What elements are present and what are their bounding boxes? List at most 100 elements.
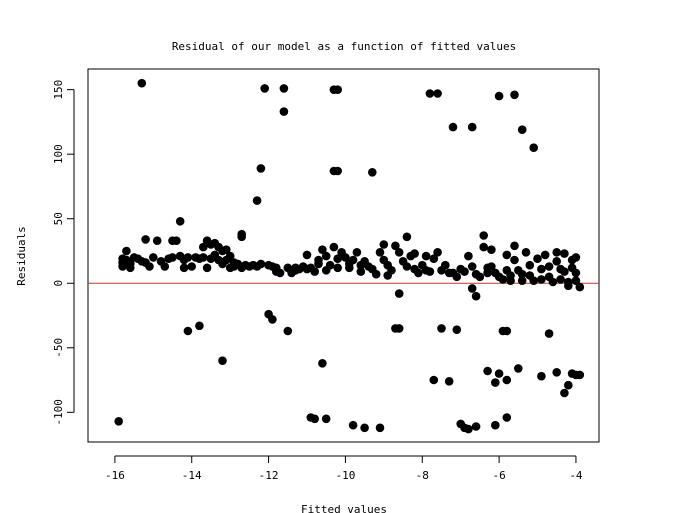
data-point [487, 245, 496, 254]
data-point [452, 325, 462, 335]
data-point [410, 249, 419, 258]
data-point [487, 262, 496, 271]
data-point [452, 272, 462, 282]
data-point [383, 271, 393, 280]
data-point [360, 423, 369, 433]
data-point [321, 414, 331, 424]
data-point [564, 380, 573, 390]
data-point [429, 254, 439, 263]
data-point [256, 164, 266, 173]
data-point [491, 378, 500, 387]
data-point [179, 263, 189, 273]
data-point [394, 324, 404, 333]
data-point [279, 84, 289, 93]
data-point [114, 417, 123, 426]
data-point [571, 253, 581, 262]
data-point [433, 248, 442, 257]
data-point [318, 359, 327, 368]
data-point [279, 107, 289, 116]
x-tick-label: -4 [569, 469, 583, 482]
y-tick-label: 50 [52, 212, 65, 225]
data-point [202, 263, 212, 273]
data-point [529, 143, 538, 152]
data-point [118, 262, 127, 271]
data-point [514, 364, 523, 373]
data-point [502, 413, 512, 422]
data-point [137, 78, 147, 88]
data-point [195, 321, 204, 331]
data-point [537, 275, 546, 284]
data-point [183, 253, 193, 262]
data-point [556, 275, 565, 284]
data-point [537, 264, 546, 274]
data-point [348, 255, 358, 265]
data-point [325, 260, 335, 270]
x-tick-label: -14 [182, 469, 202, 482]
data-point [375, 248, 385, 257]
data-point [394, 289, 404, 298]
data-point [187, 262, 196, 271]
y-axis: -100 -50 0 50 100 150 [52, 80, 75, 426]
data-point [356, 267, 366, 276]
data-point [483, 366, 492, 376]
data-point [333, 254, 343, 263]
data-point [394, 248, 404, 257]
data-point [521, 248, 531, 257]
data-point [268, 315, 277, 324]
plot-frame [87, 68, 600, 443]
data-point [375, 423, 385, 433]
data-point [502, 375, 512, 385]
data-point [448, 122, 458, 132]
data-point [310, 414, 320, 424]
data-point [479, 231, 489, 240]
data-point [141, 235, 150, 244]
x-tick-label: -16 [105, 469, 125, 482]
data-point [560, 267, 569, 276]
y-tick-label: 150 [52, 80, 65, 100]
data-point [368, 168, 377, 177]
data-point [252, 196, 262, 205]
data-point [529, 276, 538, 286]
data-point [402, 232, 412, 242]
data-point [491, 420, 500, 430]
data-point [533, 254, 542, 263]
data-point [425, 89, 435, 98]
data-point [564, 281, 573, 291]
data-point [502, 250, 512, 260]
data-point [437, 324, 446, 333]
data-point [467, 122, 477, 132]
data-point [345, 263, 354, 273]
data-point [464, 424, 473, 434]
data-point [391, 241, 400, 251]
data-point [479, 242, 489, 252]
y-tick-label: -50 [52, 338, 65, 358]
data-point [225, 251, 235, 261]
data-point [575, 370, 585, 380]
data-point [348, 420, 358, 430]
data-point [260, 84, 270, 93]
data-point [421, 266, 431, 275]
x-tick-label: -12 [259, 469, 279, 482]
data-point [199, 253, 208, 262]
data-point [152, 236, 162, 245]
data-point [283, 326, 293, 336]
data-point [333, 166, 343, 176]
data-point [540, 250, 550, 260]
data-point [321, 251, 331, 261]
data-point [464, 251, 473, 261]
data-point [571, 276, 581, 286]
data-point [218, 356, 227, 366]
data-point [548, 277, 558, 287]
data-point [222, 245, 231, 254]
data-point [552, 257, 561, 266]
data-point [552, 248, 561, 257]
data-point [341, 253, 350, 262]
data-point [471, 422, 481, 431]
data-point [421, 251, 431, 261]
data-point [441, 260, 450, 270]
x-axis-label: Fitted values [301, 503, 387, 513]
data-point [510, 90, 519, 100]
data-point [126, 263, 135, 273]
